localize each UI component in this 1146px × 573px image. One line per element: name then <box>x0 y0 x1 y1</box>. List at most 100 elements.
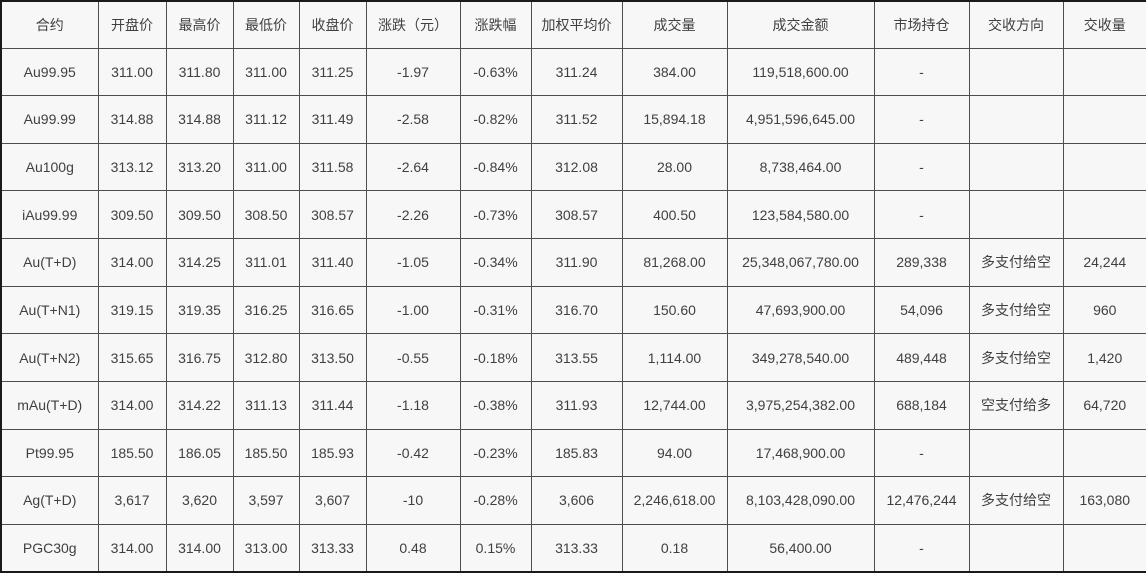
cell-open-price: 314.88 <box>97 95 167 144</box>
cell-low-price: 312.80 <box>232 333 300 382</box>
cell-volume: 400.50 <box>621 190 728 239</box>
cell-turnover: 3,975,254,382.00 <box>726 380 875 430</box>
cell-open-price: 314.00 <box>97 238 167 287</box>
table-body: Au99.95 311.00 311.80 311.00 311.25 -1.97 -0.6… <box>0 47 1146 573</box>
cell-high-price: 314.00 <box>165 523 234 573</box>
cell-high-price: 313.20 <box>165 142 234 192</box>
cell-contract: Au(T+N2) <box>0 333 99 382</box>
cell-open-price: 314.00 <box>97 380 167 430</box>
cell-volume: 150.60 <box>621 285 728 335</box>
cell-contract: mAu(T+D) <box>0 380 99 430</box>
cell-close-price: 313.50 <box>298 333 367 382</box>
cell-turnover: 349,278,540.00 <box>726 333 875 382</box>
cell-turnover: 8,103,428,090.00 <box>726 476 875 525</box>
header-delivery-direction: 交收方向 <box>968 0 1064 49</box>
cell-open-interest: - <box>873 142 970 192</box>
cell-turnover: 8,738,464.00 <box>726 142 875 192</box>
cell-delivery-direction: 多支付给空 <box>968 333 1064 382</box>
cell-turnover: 4,951,596,645.00 <box>726 95 875 144</box>
cell-change-yuan: -1.18 <box>365 380 461 430</box>
cell-open-price: 309.50 <box>97 190 167 239</box>
cell-low-price: 185.50 <box>232 428 300 478</box>
cell-change-percent: -0.18% <box>459 333 532 382</box>
cell-change-percent: -0.84% <box>459 142 532 192</box>
cell-delivery-volume: 64,720 <box>1062 380 1146 430</box>
cell-contract: Au(T+N1) <box>0 285 99 335</box>
cell-open-price: 185.50 <box>97 428 167 478</box>
cell-weighted-avg-price: 185.83 <box>530 428 623 478</box>
cell-delivery-volume: 163,080 <box>1062 476 1146 525</box>
cell-turnover: 17,468,900.00 <box>726 428 875 478</box>
header-change-percent: 涨跌幅 <box>459 0 532 49</box>
header-weighted-avg-price: 加权平均价 <box>530 0 623 49</box>
cell-open-price: 319.15 <box>97 285 167 335</box>
cell-weighted-avg-price: 316.70 <box>530 285 623 335</box>
cell-weighted-avg-price: 311.90 <box>530 238 623 287</box>
cell-open-interest: 12,476,244 <box>873 476 970 525</box>
cell-change-percent: -0.28% <box>459 476 532 525</box>
header-open-interest: 市场持仓 <box>873 0 970 49</box>
cell-open-interest: 688,184 <box>873 380 970 430</box>
cell-volume: 384.00 <box>621 47 728 97</box>
cell-weighted-avg-price: 311.24 <box>530 47 623 97</box>
cell-contract: Au99.95 <box>0 47 99 97</box>
table-row: Au(T+N1) 319.15 319.35 316.25 316.65 -1.00 -0.… <box>0 285 1146 335</box>
cell-contract: iAu99.99 <box>0 190 99 239</box>
cell-volume: 2,246,618.00 <box>621 476 728 525</box>
cell-delivery-volume <box>1062 428 1146 478</box>
cell-low-price: 311.00 <box>232 142 300 192</box>
table-row: PGC30g 314.00 314.00 313.00 313.33 0.48 0.15% 3… <box>0 523 1146 573</box>
cell-close-price: 308.57 <box>298 190 367 239</box>
header-close-price: 收盘价 <box>298 0 367 49</box>
cell-delivery-volume: 24,244 <box>1062 238 1146 287</box>
cell-delivery-volume <box>1062 142 1146 192</box>
cell-delivery-direction <box>968 428 1064 478</box>
cell-change-yuan: -2.64 <box>365 142 461 192</box>
cell-delivery-direction <box>968 523 1064 573</box>
cell-change-percent: -0.31% <box>459 285 532 335</box>
table-row: mAu(T+D) 314.00 314.22 311.13 311.44 -1.18 -0.… <box>0 380 1146 430</box>
cell-change-percent: 0.15% <box>459 523 532 573</box>
cell-close-price: 3,607 <box>298 476 367 525</box>
cell-delivery-direction: 多支付给空 <box>968 476 1064 525</box>
cell-close-price: 311.44 <box>298 380 367 430</box>
table-row: Au(T+N2) 315.65 316.75 312.80 313.50 -0.55 -0.… <box>0 333 1146 382</box>
cell-delivery-volume <box>1062 95 1146 144</box>
table-row: Pt99.95 185.50 186.05 185.50 185.93 -0.42 -0.2… <box>0 428 1146 478</box>
cell-turnover: 47,693,900.00 <box>726 285 875 335</box>
cell-high-price: 316.75 <box>165 333 234 382</box>
cell-open-interest: 54,096 <box>873 285 970 335</box>
cell-turnover: 25,348,067,780.00 <box>726 238 875 287</box>
cell-open-interest: - <box>873 95 970 144</box>
cell-low-price: 316.25 <box>232 285 300 335</box>
cell-low-price: 3,597 <box>232 476 300 525</box>
cell-contract: Au100g <box>0 142 99 192</box>
cell-weighted-avg-price: 313.55 <box>530 333 623 382</box>
cell-low-price: 308.50 <box>232 190 300 239</box>
cell-volume: 28.00 <box>621 142 728 192</box>
cell-contract: Ag(T+D) <box>0 476 99 525</box>
header-high-price: 最高价 <box>165 0 234 49</box>
cell-delivery-volume: 1,420 <box>1062 333 1146 382</box>
cell-open-price: 313.12 <box>97 142 167 192</box>
cell-change-yuan: -1.05 <box>365 238 461 287</box>
cell-open-interest: - <box>873 190 970 239</box>
cell-high-price: 311.80 <box>165 47 234 97</box>
table-row: Au99.99 314.88 314.88 311.12 311.49 -2.58 -0.8… <box>0 95 1146 144</box>
cell-delivery-direction: 空支付给多 <box>968 380 1064 430</box>
cell-contract: Pt99.95 <box>0 428 99 478</box>
cell-open-interest: 289,338 <box>873 238 970 287</box>
header-turnover: 成交金额 <box>726 0 875 49</box>
cell-open-price: 315.65 <box>97 333 167 382</box>
cell-volume: 1,114.00 <box>621 333 728 382</box>
cell-delivery-volume: 960 <box>1062 285 1146 335</box>
cell-change-yuan: -1.00 <box>365 285 461 335</box>
cell-volume: 94.00 <box>621 428 728 478</box>
cell-weighted-avg-price: 313.33 <box>530 523 623 573</box>
cell-change-percent: -0.82% <box>459 95 532 144</box>
table-row: Au(T+D) 314.00 314.25 311.01 311.40 -1.05 -0.3… <box>0 238 1146 287</box>
cell-delivery-direction: 多支付给空 <box>968 285 1064 335</box>
cell-high-price: 309.50 <box>165 190 234 239</box>
cell-weighted-avg-price: 311.93 <box>530 380 623 430</box>
cell-open-price: 3,617 <box>97 476 167 525</box>
